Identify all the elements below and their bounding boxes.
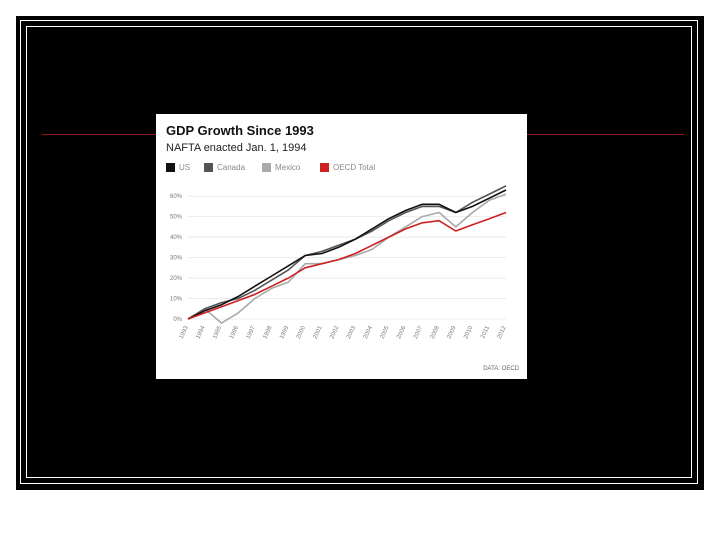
chart-source: DATA: OECD bbox=[483, 366, 519, 372]
x-tick-label: 2007 bbox=[413, 325, 424, 340]
x-tick-label: 1999 bbox=[279, 325, 290, 340]
y-tick-label: 40% bbox=[170, 235, 183, 241]
x-tick-label: 2003 bbox=[346, 325, 357, 340]
x-tick-label: 1998 bbox=[262, 325, 273, 340]
y-tick-label: 60% bbox=[170, 194, 183, 200]
legend-swatch-canada bbox=[204, 163, 213, 172]
legend-label-mexico: Mexico bbox=[275, 163, 301, 172]
legend-swatch-us bbox=[166, 163, 175, 172]
slide-frame-inner bbox=[26, 26, 692, 478]
chart-plot: 0% 10% 20% 30% 40% 50% 60% 1993 1994 1995 1996 1997… bbox=[170, 185, 508, 340]
chart-panel: GDP Growth Since 1993 NAFTA enacted Jan.… bbox=[156, 114, 527, 379]
legend-swatch-oecd bbox=[320, 163, 329, 172]
slide-frame-outer bbox=[20, 20, 698, 484]
x-tick-label: 2001 bbox=[313, 325, 324, 340]
series-line-oecd-total bbox=[187, 211, 507, 320]
x-tick-label: 2008 bbox=[430, 325, 441, 340]
x-tick-label: 2006 bbox=[396, 325, 407, 340]
chart-title: GDP Growth Since 1993 bbox=[166, 123, 314, 138]
y-tick-label: 10% bbox=[170, 297, 183, 303]
x-tick-label: 1995 bbox=[212, 325, 223, 340]
series-line-us bbox=[187, 189, 507, 320]
x-tick-label: 2004 bbox=[363, 325, 374, 340]
y-tick-label: 50% bbox=[170, 215, 183, 221]
legend-item-canada: Canada bbox=[204, 163, 245, 172]
x-tick-label: 2002 bbox=[329, 325, 340, 340]
y-tick-label: 0% bbox=[173, 317, 182, 323]
series-line-canada bbox=[187, 185, 507, 320]
x-tick-label: 1996 bbox=[229, 325, 240, 340]
x-tick-label: 2005 bbox=[380, 325, 391, 340]
legend-label-canada: Canada bbox=[217, 163, 246, 172]
y-tick-label: 30% bbox=[170, 256, 183, 262]
x-tick-label: 2000 bbox=[296, 325, 307, 340]
legend-item-oecd: OECD Total bbox=[320, 163, 375, 172]
y-tick-label: 20% bbox=[170, 276, 183, 282]
legend-item-mexico: Mexico bbox=[262, 163, 300, 172]
legend-label-oecd: OECD Total bbox=[333, 163, 376, 172]
x-tick-label: 2009 bbox=[447, 325, 458, 340]
x-tick-label: 2012 bbox=[497, 325, 508, 340]
chart-subtitle: NAFTA enacted Jan. 1, 1994 bbox=[166, 142, 307, 154]
legend-label-us: US bbox=[179, 163, 191, 172]
x-tick-label: 2010 bbox=[463, 325, 474, 340]
legend-item-us: US bbox=[166, 163, 190, 172]
series-line-mexico bbox=[187, 193, 507, 324]
x-tick-label: 1994 bbox=[195, 325, 206, 340]
x-tick-label: 2011 bbox=[480, 325, 491, 340]
x-tick-label: 1997 bbox=[246, 325, 257, 340]
legend-swatch-mexico bbox=[262, 163, 271, 172]
x-tick-label: 1993 bbox=[179, 325, 190, 340]
